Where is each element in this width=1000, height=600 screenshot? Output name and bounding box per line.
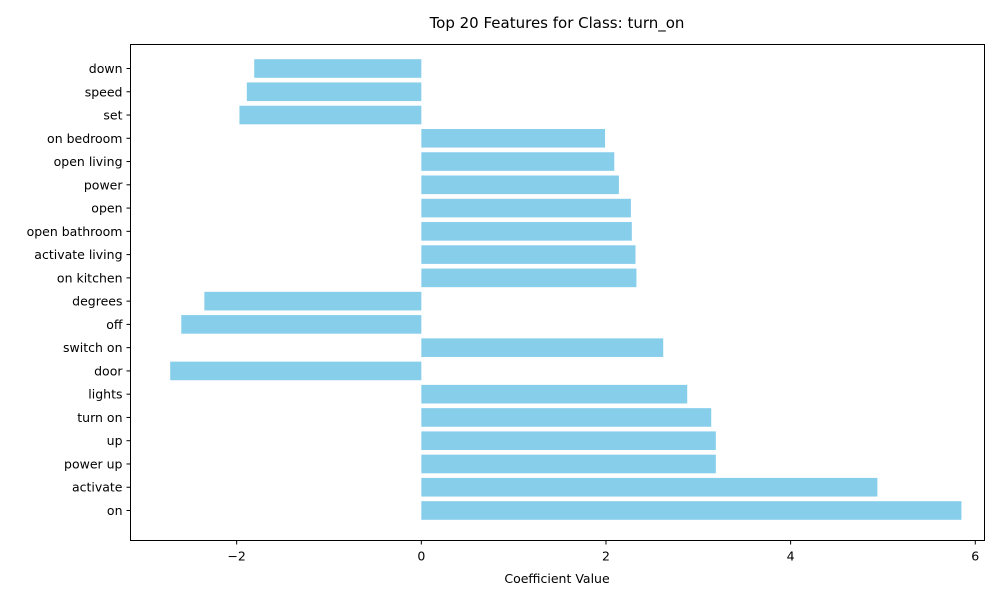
y-tick-label: turn on <box>77 410 122 425</box>
y-tick-label: switch on <box>63 340 122 355</box>
y-tick-label: open bathroom <box>27 224 123 239</box>
bar-activate <box>421 477 878 497</box>
bar-on-bedroom <box>421 128 606 148</box>
y-tick-label: on <box>107 503 123 518</box>
y-tick-label: off <box>106 317 123 332</box>
y-tick-label: lights <box>88 387 122 402</box>
y-tick-label: speed <box>85 84 123 99</box>
x-tick-label: 6 <box>971 549 979 564</box>
bar-set <box>239 105 422 125</box>
bar-open-bathroom <box>421 222 632 241</box>
y-tick-label: activate <box>72 480 123 495</box>
x-tick-label: 2 <box>602 549 610 564</box>
x-tick-label: 4 <box>787 549 795 564</box>
bar-lights <box>421 384 688 404</box>
bar-up <box>421 431 716 451</box>
y-tick-label: on kitchen <box>57 270 123 285</box>
y-tick-label: set <box>103 108 122 123</box>
y-tick-label: open <box>91 201 122 216</box>
plot-frame <box>130 44 985 541</box>
bar-down <box>254 59 422 78</box>
y-tick-label: door <box>94 363 123 378</box>
bar-on <box>421 501 962 520</box>
bar-degrees <box>204 291 422 311</box>
y-tick-label: power <box>84 177 123 192</box>
y-tick-label: on bedroom <box>47 131 122 146</box>
x-tick-label: −2 <box>227 549 245 564</box>
y-axis: on activate power up up turn on lights door swi… <box>27 61 131 518</box>
bars-group <box>170 59 962 520</box>
y-tick-label: activate living <box>34 247 122 262</box>
bar-power <box>421 175 619 195</box>
x-axis-label: Coefficient Value <box>504 571 610 586</box>
y-tick-label: open living <box>54 154 123 169</box>
y-tick-label: up <box>107 433 123 448</box>
bar-power-up <box>421 454 716 474</box>
x-tick-label: 0 <box>417 549 425 564</box>
y-tick-label: down <box>89 61 123 76</box>
bar-open <box>421 198 631 218</box>
bar-speed <box>246 82 422 102</box>
bar-open-living <box>421 152 615 171</box>
x-axis: −2 0 2 4 6 <box>227 540 979 564</box>
chart-title: Top 20 Features for Class: turn_on <box>429 14 685 33</box>
y-tick-label: power up <box>64 456 123 471</box>
bar-door <box>170 361 422 381</box>
bar-off <box>181 315 422 334</box>
bar-on-kitchen <box>421 268 637 288</box>
bar-turn-on <box>421 408 712 427</box>
bar-switch-on <box>421 338 664 357</box>
bar-activate-living <box>421 245 636 264</box>
y-tick-label: degrees <box>72 294 122 309</box>
